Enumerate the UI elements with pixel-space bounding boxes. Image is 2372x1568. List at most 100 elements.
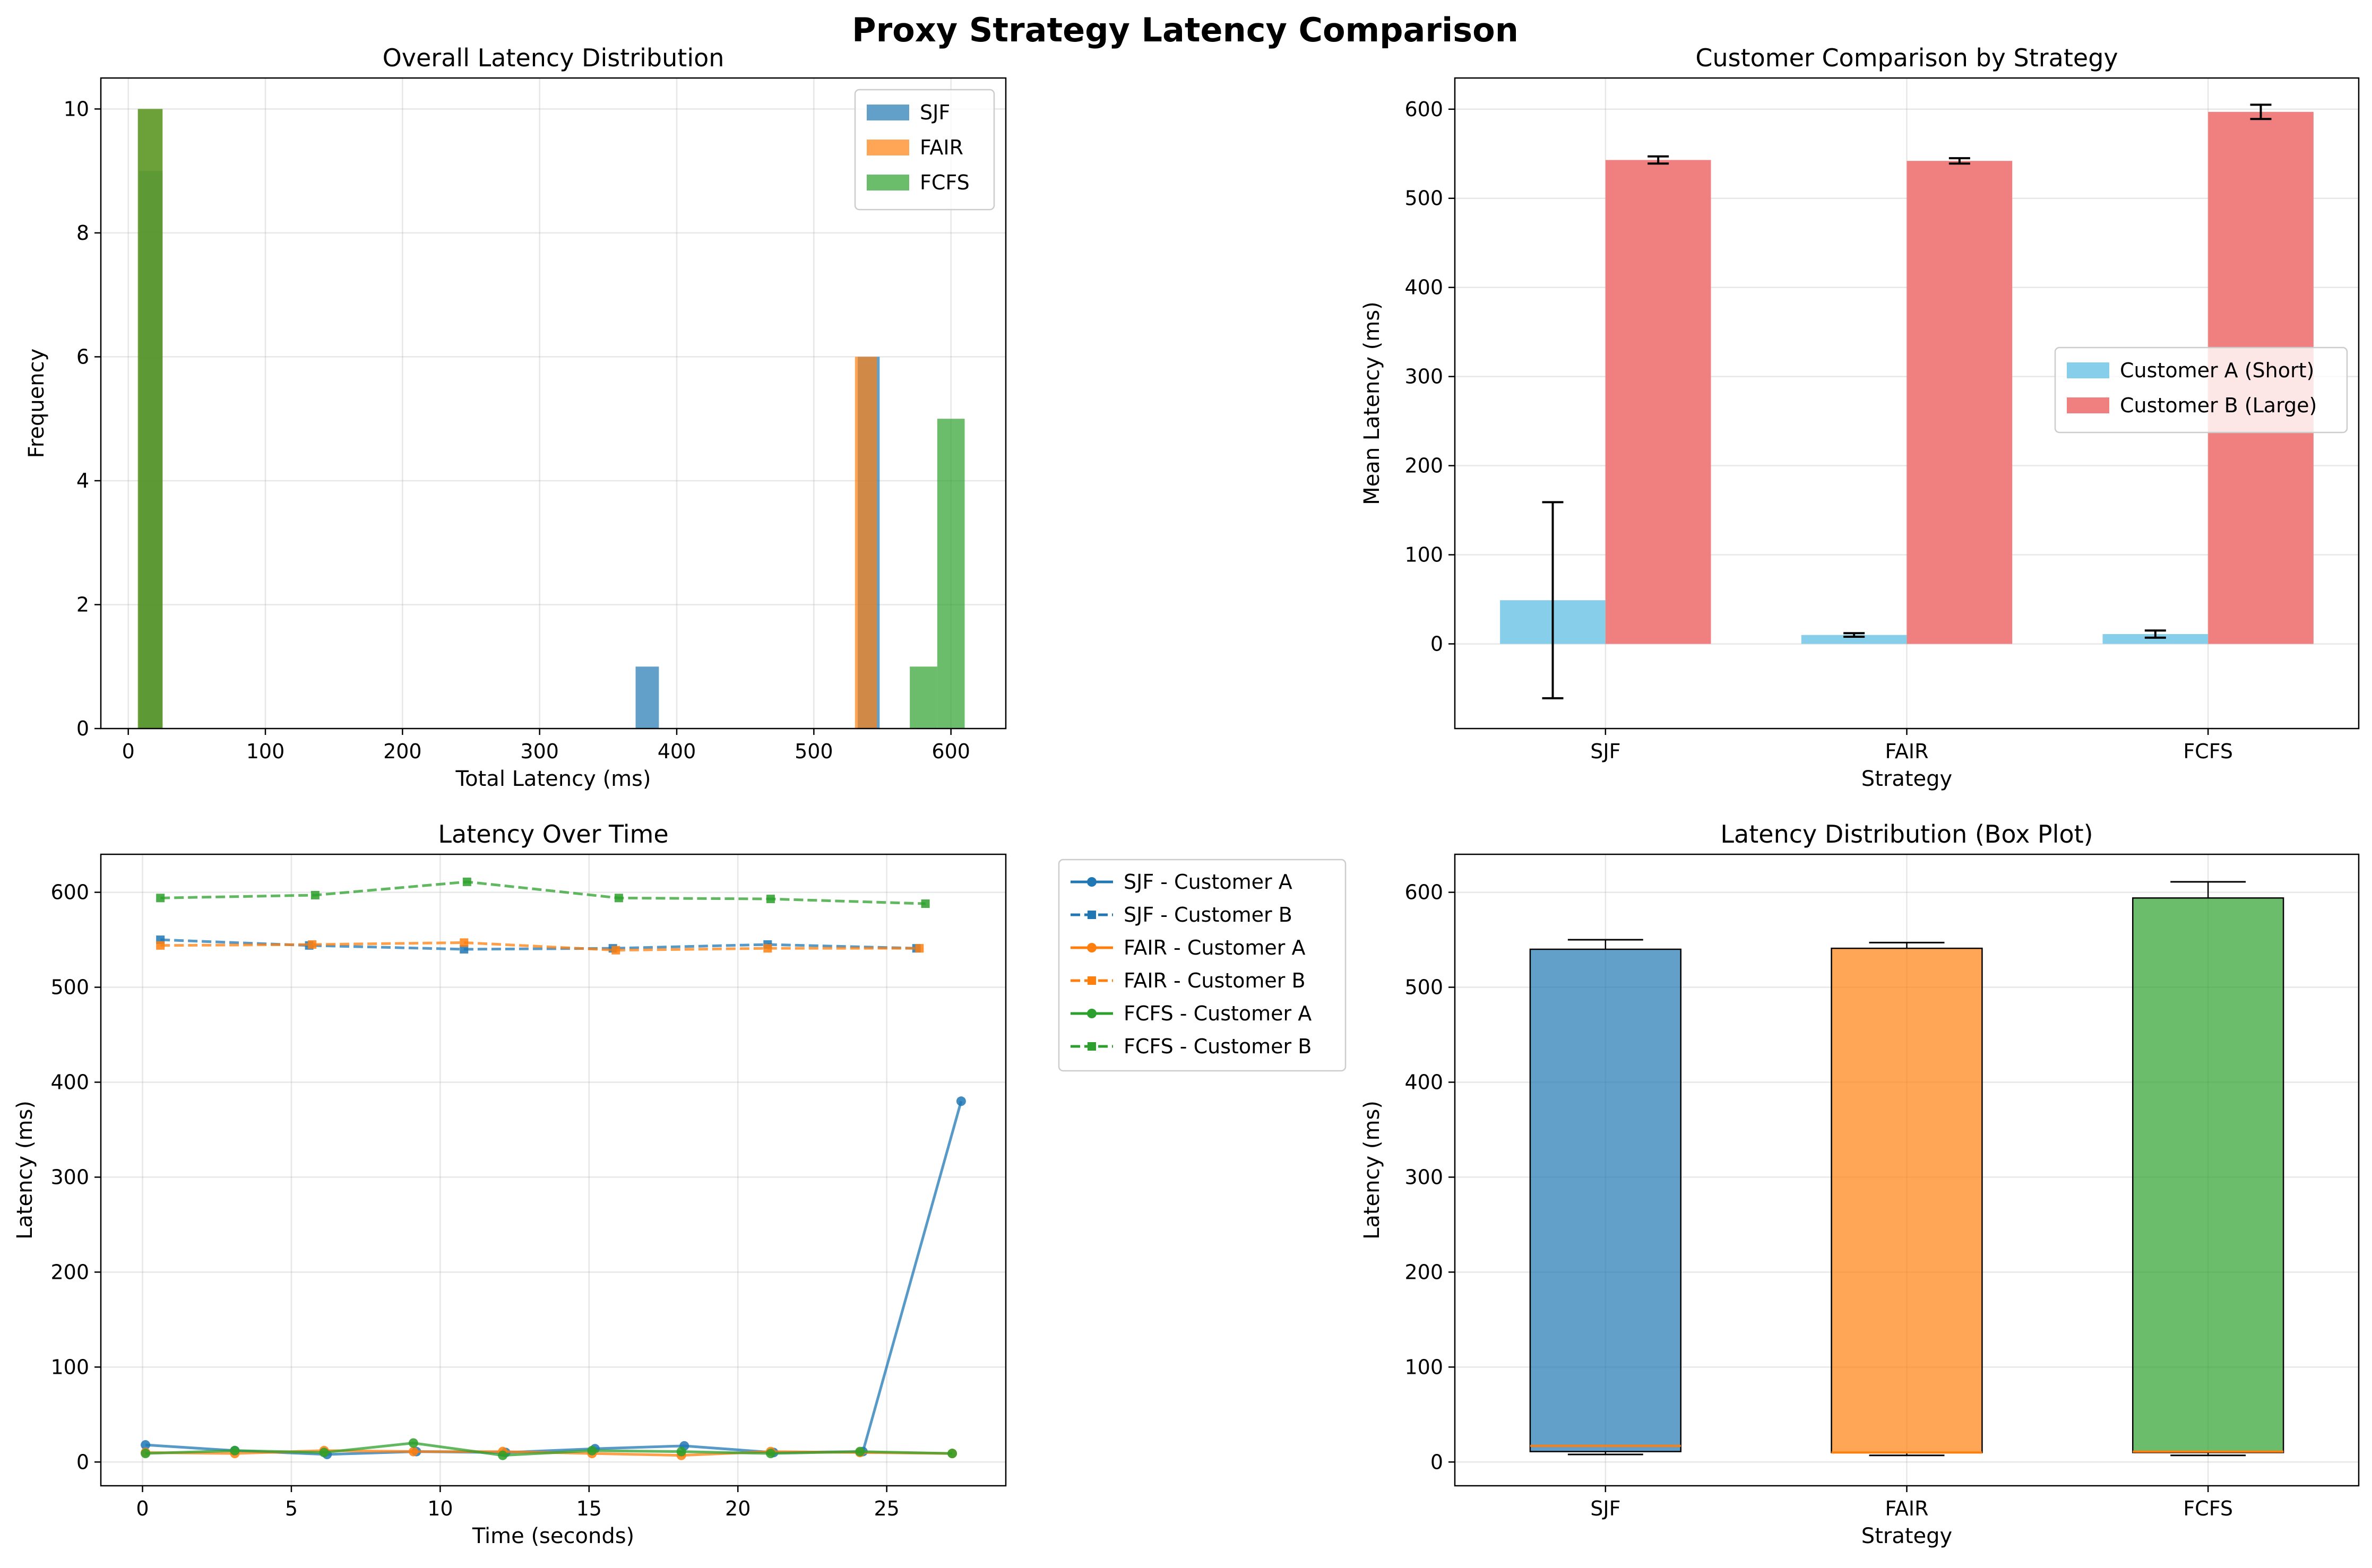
box-body [1831,947,1983,1453]
histogram-bar [910,666,937,729]
error-bar [2144,629,2166,639]
legend-label: FCFS [920,171,970,194]
legend-marker [1088,1042,1096,1051]
bar [1907,161,2013,644]
series [156,877,930,908]
customer-comparison-panel: SJF FAIR FCFS 0 100 200 300 400 500 600 Customer C… [1360,44,2360,791]
legend-marker [1088,911,1096,919]
legend: SJF FAIR FCFS [854,89,995,211]
data-point [763,944,772,953]
series [156,938,924,955]
y-tick-label: 200 [1404,1260,1443,1284]
data-point [766,895,775,904]
data-point [921,899,930,908]
histogram-bars [137,109,965,729]
series [141,1438,958,1460]
x-tick-label: 10 [427,1497,453,1520]
series-line [160,880,926,905]
data-point [230,1445,240,1456]
data-point [310,890,320,899]
y-tick-label: 0 [1430,632,1443,655]
error-bar [1542,501,1564,699]
data-point [498,1450,508,1460]
y-tick-label: 500 [1404,976,1443,999]
series-line [145,1101,963,1456]
box-plot-panel: SJF FAIR FCFS 0 100 200 300 400 500 600 Latency Di… [1360,820,2360,1548]
data-point [915,944,924,953]
error-bar [2250,103,2272,120]
legend-marker [1087,1009,1097,1018]
legend-label: Customer A (Short) [2120,359,2314,382]
series-lines [141,877,966,1460]
legend-label: SJF - Customer A [1124,870,1292,894]
data-point [460,938,469,947]
box [2132,881,2284,1457]
legend-marker [1088,976,1096,985]
x-tick-label: 15 [576,1497,602,1520]
data-point [676,1446,686,1457]
y-axis-label: Frequency [24,349,49,458]
error-bar [1648,155,1669,165]
x-tick-label: 300 [520,740,559,763]
x-tick-label: 0 [122,740,135,763]
legend-swatch [867,140,909,155]
data-point [319,1448,329,1458]
y-axis-label: Latency (ms) [13,1101,37,1240]
data-point [408,1438,418,1448]
legend-label: SJF - Customer B [1124,903,1292,926]
x-tick-label: 100 [246,740,285,763]
y-tick-label: 8 [76,221,89,245]
axes-frame [100,853,1007,1487]
data-point [947,1449,958,1459]
series-line [160,938,917,951]
box-body [2132,897,2284,1453]
x-tick-label: FAIR [1885,1497,1929,1520]
data-point [462,877,471,886]
bar [2102,634,2209,644]
histogram-panel: 0 100 200 300 400 500 600 0 2 4 6 8 10 Overall Latenc… [24,44,1007,791]
boxes [1529,881,2284,1457]
legend-label: FCFS - Customer A [1124,1002,1312,1025]
grid-lines [101,854,1006,1486]
axes-title: Latency Distribution (Box Plot) [1720,820,2093,848]
y-tick-label: 0 [76,717,89,740]
y-tick-label: 500 [50,976,89,999]
legend-label: Customer B (Large) [2120,394,2317,417]
legend-label: SJF [920,101,950,124]
bar [1801,635,1907,644]
y-tick-label: 600 [1404,98,1443,121]
legend-swatch [867,175,909,190]
data-point [855,1446,865,1457]
series-line [160,941,920,952]
y-tick-label: 100 [1404,1355,1443,1379]
legend-box [2054,346,2348,434]
axes-title: Customer Comparison by Strategy [1695,44,2118,72]
x-tick-label: FCFS [2183,1497,2233,1520]
data-point [460,945,469,954]
legend-swatch [2067,397,2109,413]
y-tick-label: 500 [1404,187,1443,210]
legend-marker [1087,877,1097,887]
y-tick-label: 0 [76,1450,89,1474]
y-axis-label: Mean Latency (ms) [1360,301,1384,505]
data-point [156,941,165,950]
x-tick-label: 500 [795,740,833,763]
x-axis-label: Total Latency (ms) [455,767,651,791]
data-point [408,1446,418,1457]
data-point [141,1449,151,1459]
x-tick-label: SJF [1590,1497,1620,1520]
box [1529,939,1682,1456]
y-tick-label: 100 [50,1355,89,1379]
x-tick-label: SJF [1590,740,1620,763]
bar [1605,160,1711,644]
y-tick-label: 10 [64,97,89,120]
x-tick-label: 200 [383,740,422,763]
legend-box [1058,859,1347,1072]
data-point [956,1096,966,1106]
y-tick-label: 400 [1404,276,1443,299]
axes-title: Overall Latency Distribution [383,44,724,72]
data-point [587,1445,597,1456]
y-tick-label: 2 [76,593,89,616]
